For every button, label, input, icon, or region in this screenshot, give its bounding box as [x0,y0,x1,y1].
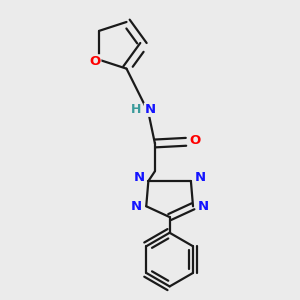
Text: N: N [134,171,145,184]
Text: H: H [131,103,141,116]
Text: N: N [144,103,156,116]
Text: N: N [197,200,208,213]
Text: O: O [89,55,101,68]
Text: N: N [194,171,206,184]
Text: O: O [190,134,201,147]
Text: N: N [131,200,142,213]
